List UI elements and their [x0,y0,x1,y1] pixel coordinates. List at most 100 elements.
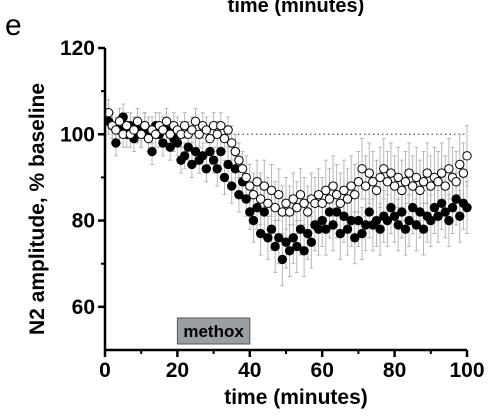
open-circle-point [234,155,244,165]
open-circle-point [219,133,230,144]
filled-circle-point [342,224,353,234]
top-cut-axis-title: time (minutes) [228,0,365,17]
open-circle-point [230,146,241,157]
open-circle-point [393,172,403,183]
filled-circle-point [216,146,226,157]
drug-bar-label: methox [183,322,244,341]
open-circle-point [122,120,132,131]
open-circle-point [379,164,389,174]
filled-circle-point [317,215,327,226]
filled-circle-point [331,207,342,217]
open-circle-point [143,133,154,144]
open-circle-point [303,207,313,217]
filled-circle-point [284,246,295,256]
open-circle-point [411,172,422,183]
filled-circle-point [274,233,284,243]
open-circle-point [266,185,277,196]
open-circle-point [187,125,197,135]
filled-circle-point [371,215,382,226]
filled-circle-point [212,164,222,174]
filled-circle-point [259,207,269,217]
open-circle-point [389,181,400,191]
open-circle-point [227,138,237,148]
filled-circle-point [299,246,309,256]
open-circle-point [299,198,309,209]
open-circle-point [458,168,469,178]
open-circle-point [274,189,284,200]
filled-circle-point [408,202,418,213]
x-tick-label: 100 [449,359,484,382]
filled-circle-point [172,138,183,148]
open-circle-point [295,189,306,200]
y-axis-label: N2 amplitude, % baseline [26,83,49,335]
filled-circle-point [436,198,447,209]
filled-circle-point [223,159,233,170]
open-circle-point [371,185,382,196]
open-circle-point [140,120,150,131]
y-tick-label: 120 [60,37,95,60]
filled-circle-point [400,224,411,234]
open-circle-point [292,202,302,213]
open-circle-point [462,151,472,161]
filled-circle-point [433,211,443,221]
filled-circle-point [248,215,259,226]
panel-label: e [5,9,22,42]
open-circle-point [179,120,190,131]
filled-circle-point [277,254,288,265]
open-circle-point [357,164,367,174]
filled-circle-point [339,211,349,221]
filled-circle-point [147,146,157,157]
filled-circle-point [208,155,219,165]
open-circle-point [165,129,175,139]
open-circle-point [270,202,280,213]
open-circle-point [321,185,331,196]
open-circle-point [444,164,454,174]
axes: 0 20 40 60 80 100 60 80 100 120 [60,37,485,382]
open-circle-point [201,125,212,135]
filled-circle-point [444,215,454,226]
open-circle-point [375,172,385,183]
filled-circle-point [179,151,190,161]
filled-circle-point [455,211,465,221]
filled-circle-point [350,233,360,243]
open-circle-point [324,194,335,204]
filled-circle-point [111,138,121,148]
filled-circle-point [303,228,313,239]
filled-circle-point [335,228,345,239]
filled-circle-point [295,224,306,234]
x-tick-label: 60 [311,359,334,382]
x-tick-label: 0 [99,359,111,382]
filled-circle-point [415,207,425,217]
filled-circle-point [263,233,273,243]
filled-circle-point [397,207,407,217]
open-circle-point [194,129,204,139]
open-circle-point [368,177,378,187]
filled-circle-point [158,138,168,148]
x-axis-label: time (minutes) [224,386,368,409]
filled-circle-point [426,215,436,226]
open-circle-point [255,194,266,204]
filled-circle-point [357,228,367,239]
y-tick-label: 80 [72,210,95,233]
open-circle-point [136,129,146,139]
filled-circle-point [353,215,364,226]
filled-circle-point [382,215,393,226]
filled-circle-point [321,224,331,234]
filled-circle-point [447,202,458,213]
open-circle-point [241,172,251,183]
open-circle-point [317,198,327,209]
open-circle-point [259,181,269,191]
open-circle-point [433,177,443,187]
open-circle-point [440,181,450,191]
filled-circle-point [386,202,396,213]
filled-circle-point [389,211,400,221]
filled-circle-point [462,202,472,213]
data-points [103,108,472,265]
filled-circle-point [205,146,215,157]
y-tick-label: 100 [60,123,95,146]
filled-circle-point [270,241,280,252]
open-circle-point [404,168,414,178]
filled-circle-point [292,241,302,252]
filled-circle-point [288,233,298,243]
open-circle-point [386,168,396,178]
